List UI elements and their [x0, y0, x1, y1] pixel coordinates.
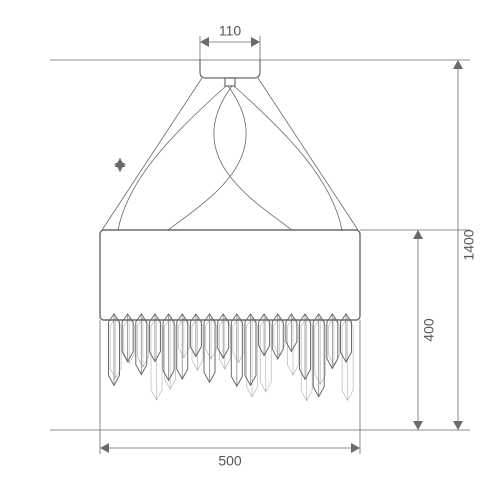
ceiling-canopy	[200, 60, 260, 86]
chandelier-technical-drawing: 110 400 1400 500	[0, 0, 500, 500]
dim-total-height: 1400	[461, 229, 477, 260]
dim-crystal-height: 400	[421, 318, 437, 342]
suspension-cables	[102, 78, 358, 230]
drum-shade	[100, 230, 360, 320]
dim-canopy-width: 110	[219, 23, 242, 39]
dim-body-width: 500	[218, 453, 242, 469]
crystal-pendants	[109, 314, 354, 401]
